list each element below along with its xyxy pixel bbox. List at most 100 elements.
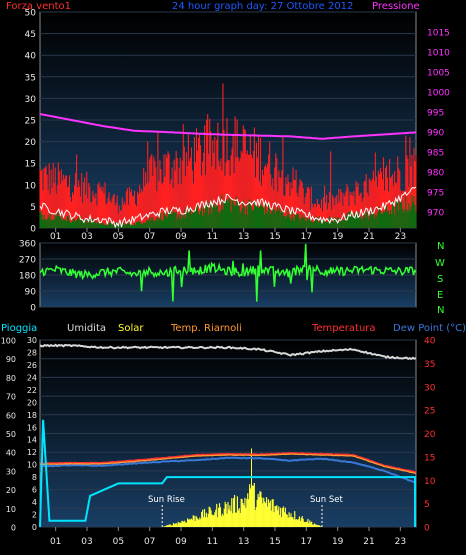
humidity-y-tick: 30 <box>6 467 16 476</box>
temperature-legend-label: Temperatura <box>311 323 376 334</box>
wind-legend-label: Forza vento1 <box>6 1 71 12</box>
wind-x-tick: 05 <box>113 232 124 242</box>
temperature-y-tick: 20 <box>424 430 436 440</box>
rain-x-tick: 05 <box>113 537 124 547</box>
wind-direction-line <box>39 243 417 302</box>
rain-x-tick: 19 <box>332 537 344 547</box>
rain-x-tick: 23 <box>395 537 406 547</box>
pressure-y-tick: 985 <box>427 149 444 159</box>
rain-y-tick: 20 <box>27 398 37 407</box>
wind-x-tick: 03 <box>81 232 92 242</box>
humidity-line <box>39 343 417 361</box>
chart-title: 24 hour graph day: 27 Ottobre 2012 <box>172 1 353 12</box>
rain-marks <box>39 343 417 528</box>
wind-y-tick: 0 <box>30 225 36 235</box>
rain-x-tick: 13 <box>238 537 249 547</box>
wind-x-tick: 15 <box>269 232 280 242</box>
dewpoint-legend-label: Dew Point (°C) <box>393 323 466 334</box>
temperature-y-tick: 35 <box>424 360 435 370</box>
direction-y-tick: 180 <box>19 272 36 282</box>
dewpoint-line <box>39 456 417 484</box>
solar-legend-label: Solar <box>118 323 144 334</box>
pressure-y-tick: 995 <box>427 109 444 119</box>
temperature-y-tick: 40 <box>424 337 436 347</box>
rain-x-tick: 21 <box>363 537 374 547</box>
rain-y-tick: 6 <box>32 486 37 495</box>
rain-y-tick: 22 <box>27 386 37 395</box>
wind-speed-line <box>39 186 417 229</box>
rain-x-tick: 15 <box>269 537 280 547</box>
temperature-y-tick: 15 <box>424 453 435 463</box>
rain-x-tick: 09 <box>175 537 187 547</box>
rain-y-tick: 26 <box>27 361 37 370</box>
heat-index-legend-label: Temp. Riarnoli <box>170 323 242 334</box>
tick-labels: 0510152025303540455097097598098599099510… <box>1 9 450 548</box>
sunset-label: Sun Set <box>310 495 343 505</box>
rain-y-tick: 8 <box>32 473 37 482</box>
wind-y-tick: 40 <box>25 52 37 62</box>
wind-x-tick: 07 <box>144 232 155 242</box>
temperature-y-tick: 0 <box>424 524 430 534</box>
rain-y-tick: 12 <box>27 448 37 457</box>
pressure-y-tick: 1000 <box>427 89 450 99</box>
direction-y-tick: 270 <box>19 256 36 266</box>
wind-y-tick: 15 <box>25 160 36 170</box>
dir-label-e: E <box>437 290 443 301</box>
direction-y-tick: 0 <box>30 304 36 314</box>
direction-y-tick: 90 <box>25 288 37 298</box>
wind-y-tick: 20 <box>25 138 37 148</box>
temperature-y-tick: 10 <box>424 477 436 487</box>
pressure-y-tick: 970 <box>427 209 444 219</box>
pressure-y-tick: 1005 <box>427 69 450 79</box>
rain-y-tick: 24 <box>27 373 37 382</box>
humidity-y-tick: 0 <box>11 524 16 533</box>
pressure-y-tick: 1015 <box>427 29 450 39</box>
dir-label-w: W <box>435 258 445 269</box>
heat-index-line <box>39 453 417 475</box>
wind-y-tick: 25 <box>25 117 36 127</box>
pressure-y-tick: 990 <box>427 129 444 139</box>
wind-y-tick: 30 <box>25 95 37 105</box>
pressure-y-tick: 1010 <box>427 49 450 59</box>
wind-y-tick: 45 <box>25 30 36 40</box>
temperature-y-tick: 25 <box>424 407 435 417</box>
wind-y-tick: 35 <box>25 73 36 83</box>
rain-line <box>39 419 416 528</box>
humidity-y-tick: 70 <box>6 393 16 402</box>
rain-x-tick: 17 <box>301 537 312 547</box>
wind-y-tick: 10 <box>25 181 37 191</box>
pressure-y-tick: 980 <box>427 169 444 179</box>
temperature-y-tick: 30 <box>424 383 436 393</box>
rain-y-tick: 0 <box>32 523 37 532</box>
humidity-y-tick: 20 <box>6 486 16 495</box>
rain-y-tick: 18 <box>27 411 37 420</box>
direction-grid <box>40 242 416 308</box>
humidity-y-tick: 80 <box>6 374 16 383</box>
rain-x-tick: 03 <box>81 537 92 547</box>
rain-y-tick: 16 <box>27 423 37 432</box>
dir-label-n-bottom: N <box>437 305 444 316</box>
humidity-legend-label: Umidita <box>67 323 106 334</box>
wind-x-tick: 17 <box>301 232 312 242</box>
humidity-y-tick: 40 <box>6 449 16 458</box>
rain-y-tick: 2 <box>32 511 37 520</box>
dir-label-n-top: N <box>437 241 444 252</box>
rain-legend-label: Pioggia <box>1 323 37 334</box>
humidity-y-tick: 10 <box>6 505 16 514</box>
direction-marks <box>39 243 417 302</box>
pressure-y-tick: 975 <box>427 189 444 199</box>
rain-y-tick: 28 <box>27 348 37 357</box>
rain-y-tick: 10 <box>27 461 37 470</box>
humidity-y-tick: 90 <box>6 355 16 364</box>
wind-marks <box>39 83 417 229</box>
wind-x-tick: 01 <box>50 232 61 242</box>
temperature-y-tick: 5 <box>424 500 430 510</box>
wind-y-tick: 50 <box>25 9 37 19</box>
humidity-y-tick: 60 <box>6 411 16 420</box>
wind-y-tick: 5 <box>30 203 36 213</box>
rain-x-tick: 07 <box>144 537 155 547</box>
dir-label-s: S <box>437 274 443 285</box>
humidity-y-tick: 100 <box>1 337 16 346</box>
